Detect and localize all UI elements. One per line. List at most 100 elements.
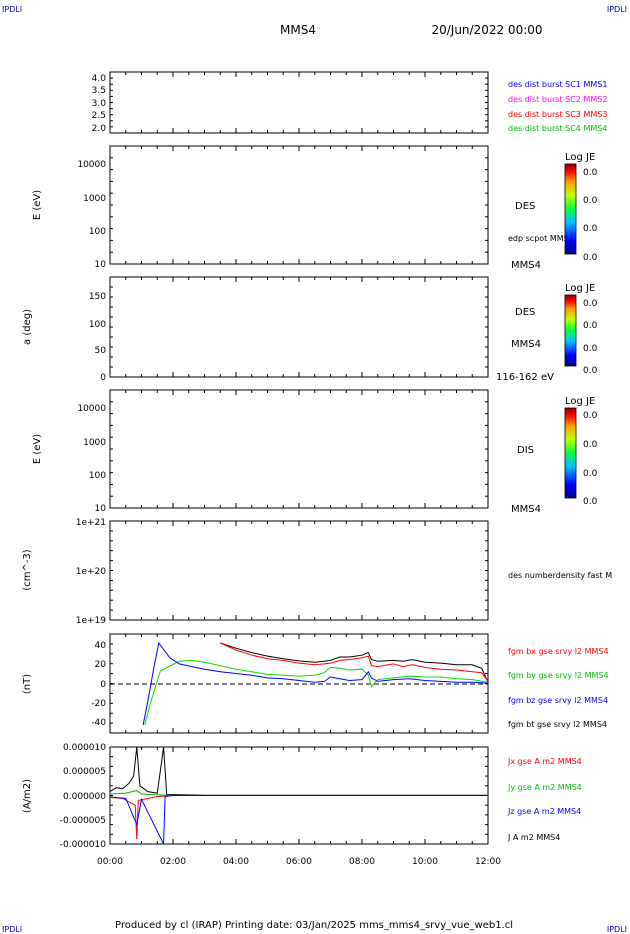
- p2-colorbar-tick: 0.0: [583, 224, 598, 234]
- p7-legend-1: Jx gse A m2 MMS4: [507, 757, 582, 766]
- p4-label-mms4: MMS4: [511, 504, 541, 515]
- p3-label-des: DES: [515, 307, 535, 318]
- p3-label-energy: 116-162 eV: [496, 372, 554, 383]
- p2-ytick: 10: [95, 260, 107, 270]
- p2-label-scpot: edp scpot MMS4: [508, 234, 574, 243]
- corner-label-bottom-right: IPDLI: [607, 925, 627, 934]
- p7-legend-3: Jz gse A m2 MMS4: [507, 807, 581, 816]
- p2-colorbar: [564, 163, 577, 255]
- series-line-3: [144, 659, 488, 726]
- p4-colorbar: [564, 407, 577, 499]
- p3-ylabel: a (deg): [22, 309, 33, 345]
- p5-legend-1: des numberdensity fast M: [508, 571, 612, 580]
- p5-ylabel: (cm^-3): [22, 549, 33, 590]
- p7-ytick: -0.000010: [60, 840, 106, 850]
- p3-colorbar-tick: 0.0: [583, 366, 598, 376]
- p7-ytick: 0.000010: [63, 743, 106, 753]
- time-tick-label: 06:00: [286, 857, 312, 867]
- p6-legend-2: fgm by gse srvy l2 MMS4: [508, 671, 609, 680]
- p4-colorbar-tick: 0.0: [583, 440, 598, 450]
- p1-legend-3: des dist burst SC3 MMS3: [508, 110, 607, 119]
- p4-label-dis: DIS: [517, 445, 534, 456]
- p1-legend-2: des dist burst SC2 MMS2: [508, 95, 607, 104]
- p6-ytick: 0: [100, 680, 106, 690]
- p6-legend-4: fgm bt gse srvy l2 MMS4: [508, 720, 607, 729]
- p3-ytick: 0: [100, 373, 106, 383]
- footer-credit: Produced by cl (IRAP) Printing date: 03/…: [115, 920, 513, 931]
- panel-frame-3: [109, 276, 489, 378]
- p7-series: [110, 747, 488, 844]
- p6-ytick: -20: [91, 699, 106, 709]
- p3-colorbar-tick: 0.0: [583, 321, 598, 331]
- time-tick-label: 10:00: [412, 857, 438, 867]
- p2-colorbar-tick: 0.0: [583, 168, 598, 178]
- p3-ytick: 150: [89, 292, 106, 302]
- p4-colorbar-tick: 0.0: [583, 469, 598, 479]
- p2-ytick: 10000: [77, 160, 106, 170]
- series-line-2: [220, 642, 488, 682]
- p3-colorbar-title: Log JE: [565, 283, 595, 294]
- p4-colorbar-tick: 0.0: [583, 411, 598, 421]
- date-title: 20/Jun/2022 00:00: [431, 23, 542, 37]
- p6-legend-1: fgm bx gse srvy l2 MMS4: [508, 647, 609, 656]
- p5-ytick: 1e+19: [76, 616, 107, 626]
- p6-series: [142, 641, 488, 726]
- series-line-1: [220, 642, 488, 683]
- p2-label-mms4: MMS4: [511, 260, 541, 271]
- panel-frame-1: [109, 71, 489, 134]
- p4-colorbar-tick: 0.0: [583, 497, 598, 507]
- series-line-4: [142, 641, 488, 726]
- p1-ytick: 2.5: [92, 111, 106, 121]
- p2-ytick: 100: [89, 227, 106, 237]
- p1-legend-1: des dist burst SC1 MMS1: [508, 80, 607, 89]
- p2-colorbar-tick: 0.0: [583, 253, 598, 263]
- p2-colorbar-tick: 0.0: [583, 196, 598, 206]
- p4-colorbar-title: Log JE: [565, 396, 595, 407]
- p7-ytick: 0.000005: [63, 767, 106, 777]
- p4-ytick: 1000: [83, 438, 106, 448]
- corner-label-top-right: IPDLI: [607, 5, 627, 14]
- p4-ylabel: E (eV): [32, 434, 43, 464]
- p3-label-mms4: MMS4: [511, 339, 541, 350]
- p2-label-des: DES: [515, 201, 535, 212]
- p7-legend-2: Jy gse A m2 MMS4: [507, 783, 582, 792]
- corner-label-top-left: IPDLI: [2, 5, 22, 14]
- p7-ytick: 0.000000: [63, 792, 106, 802]
- p3-ytick: 50: [95, 346, 107, 356]
- p3-colorbar-tick: 0.0: [583, 344, 598, 354]
- p4-ytick: 100: [89, 471, 106, 481]
- time-tick-label: 00:00: [97, 857, 123, 867]
- p1-ytick: 2.0: [92, 124, 107, 134]
- p3-ytick: 100: [89, 320, 106, 330]
- p6-ytick: 40: [95, 641, 107, 651]
- p2-colorbar-title: Log JE: [565, 152, 595, 163]
- corner-label-bottom-left: IPDLI: [2, 925, 22, 934]
- time-tick-label: 12:00: [475, 857, 501, 867]
- p7-ylabel: (A/m2): [22, 779, 33, 813]
- p7-legend-4: J A m2 MMS4: [507, 833, 560, 842]
- p7-ytick: -0.000005: [60, 816, 106, 826]
- series-line-4: [110, 795, 488, 844]
- p2-ylabel: E (eV): [32, 190, 43, 220]
- p6-ytick: -40: [91, 718, 106, 728]
- spacecraft-title: MMS4: [280, 23, 316, 37]
- p4-ytick: 10: [95, 504, 107, 514]
- panel-frame-5: [109, 520, 489, 621]
- p6-ylabel: (nT): [22, 674, 33, 694]
- time-tick-label: 04:00: [223, 857, 249, 867]
- p6-legend-3: fgm bz gse srvy l2 MMS4: [508, 696, 608, 705]
- time-tick-label: 08:00: [349, 857, 375, 867]
- p5-ytick: 1e+21: [76, 518, 106, 528]
- p4-ytick: 10000: [77, 404, 106, 414]
- p1-ytick: 4.0: [92, 74, 107, 84]
- p6-ytick: 20: [95, 660, 107, 670]
- p5-ytick: 1e+20: [76, 567, 107, 577]
- panel-frame-2: [109, 145, 489, 265]
- time-tick-label: 02:00: [160, 857, 186, 867]
- p1-ytick: 3.5: [92, 86, 106, 96]
- p3-colorbar-tick: 0.0: [583, 299, 598, 309]
- p1-legend-4: des dist burst SC4 MMS4: [508, 124, 607, 133]
- p3-colorbar: [564, 294, 577, 367]
- series-line-2: [110, 795, 488, 840]
